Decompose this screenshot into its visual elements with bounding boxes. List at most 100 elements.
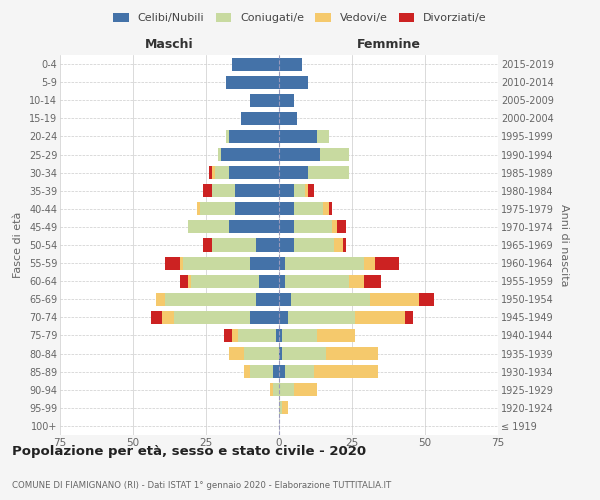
Bar	[288, 311, 355, 324]
Legend: Celibi/Nubili, Coniugati/e, Vedovi/e, Divorziati/e: Celibi/Nubili, Coniugati/e, Vedovi/e, Di…	[109, 8, 491, 28]
Bar	[229, 347, 244, 360]
Bar	[317, 130, 329, 143]
Bar	[370, 293, 419, 306]
Bar	[279, 329, 282, 342]
Bar	[229, 220, 279, 234]
Bar	[320, 148, 349, 161]
Bar	[203, 238, 212, 252]
Bar	[404, 311, 413, 324]
Bar	[229, 130, 279, 143]
Bar	[244, 347, 279, 360]
Bar	[226, 130, 229, 143]
Bar	[182, 256, 250, 270]
Bar	[238, 329, 276, 342]
Bar	[282, 329, 317, 342]
Bar	[256, 293, 279, 306]
Bar	[279, 202, 293, 215]
Bar	[326, 347, 378, 360]
Bar	[337, 220, 346, 234]
Bar	[329, 202, 332, 215]
Bar	[250, 256, 279, 270]
Bar	[279, 402, 282, 414]
Bar	[259, 274, 279, 287]
Bar	[188, 220, 229, 234]
Bar	[212, 184, 235, 197]
Bar	[279, 112, 296, 125]
Bar	[224, 329, 232, 342]
Text: Popolazione per età, sesso e stato civile - 2020: Popolazione per età, sesso e stato civil…	[12, 444, 366, 458]
Bar	[279, 220, 293, 234]
Bar	[364, 274, 381, 287]
Bar	[165, 256, 180, 270]
Bar	[279, 238, 293, 252]
Bar	[232, 58, 279, 70]
Bar	[279, 166, 308, 179]
Bar	[317, 329, 355, 342]
Bar	[355, 311, 404, 324]
Bar	[308, 166, 349, 179]
Bar	[282, 347, 326, 360]
Bar	[244, 365, 250, 378]
Bar	[215, 166, 229, 179]
Bar	[270, 383, 273, 396]
Bar	[305, 184, 308, 197]
Bar	[279, 256, 285, 270]
Bar	[241, 112, 279, 125]
Bar	[180, 274, 188, 287]
Bar	[285, 256, 364, 270]
Bar	[218, 148, 221, 161]
Bar	[293, 220, 332, 234]
Bar	[273, 365, 279, 378]
Bar	[232, 329, 238, 342]
Bar	[293, 184, 305, 197]
Bar	[250, 311, 279, 324]
Bar	[279, 184, 293, 197]
Bar	[343, 238, 346, 252]
Bar	[203, 184, 212, 197]
Bar	[235, 202, 279, 215]
Bar	[285, 365, 314, 378]
Bar	[279, 130, 317, 143]
Bar	[174, 311, 250, 324]
Bar	[279, 365, 285, 378]
Bar	[279, 94, 293, 107]
Bar	[279, 293, 290, 306]
Bar	[151, 311, 162, 324]
Bar	[221, 148, 279, 161]
Bar	[323, 202, 329, 215]
Y-axis label: Anni di nascita: Anni di nascita	[559, 204, 569, 286]
Y-axis label: Fasce di età: Fasce di età	[13, 212, 23, 278]
Bar	[188, 274, 191, 287]
Bar	[250, 365, 273, 378]
Bar	[256, 238, 279, 252]
Bar	[364, 256, 376, 270]
Bar	[229, 166, 279, 179]
Bar	[162, 311, 174, 324]
Text: Femmine: Femmine	[356, 38, 421, 52]
Bar	[273, 383, 279, 396]
Bar	[334, 238, 343, 252]
Bar	[279, 58, 302, 70]
Bar	[200, 202, 235, 215]
Bar	[180, 256, 182, 270]
Bar	[212, 166, 215, 179]
Text: Maschi: Maschi	[145, 38, 194, 52]
Bar	[314, 365, 378, 378]
Bar	[293, 238, 334, 252]
Bar	[276, 329, 279, 342]
Text: COMUNE DI FIAMIGNANO (RI) - Dati ISTAT 1° gennaio 2020 - Elaborazione TUTTITALIA: COMUNE DI FIAMIGNANO (RI) - Dati ISTAT 1…	[12, 481, 391, 490]
Bar	[293, 383, 317, 396]
Bar	[235, 184, 279, 197]
Bar	[165, 293, 256, 306]
Bar	[293, 202, 323, 215]
Bar	[279, 311, 288, 324]
Bar	[279, 148, 320, 161]
Bar	[419, 293, 434, 306]
Bar	[279, 274, 285, 287]
Bar	[157, 293, 165, 306]
Bar	[209, 166, 212, 179]
Bar	[279, 383, 293, 396]
Bar	[285, 274, 349, 287]
Bar	[349, 274, 364, 287]
Bar	[226, 76, 279, 88]
